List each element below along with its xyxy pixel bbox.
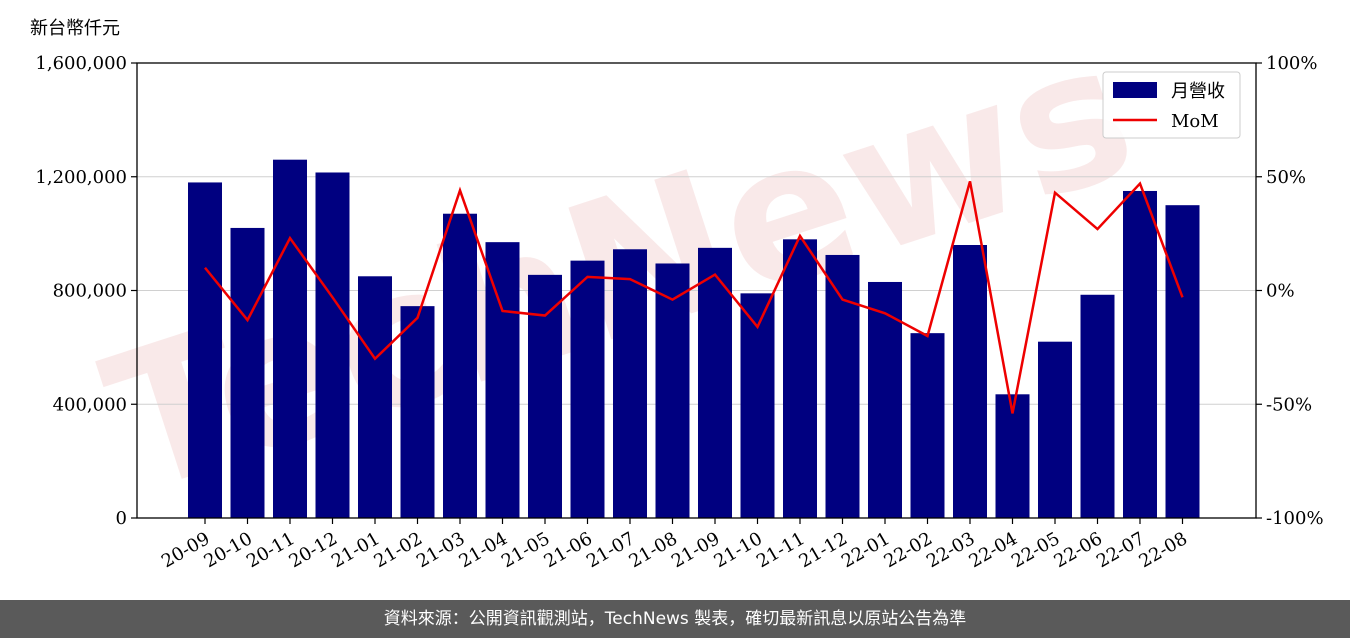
mom-line-series (204, 180, 1184, 414)
revenue-bar (443, 213, 477, 518)
legend-label-mom: MoM (1171, 111, 1219, 132)
revenue-bar (783, 239, 817, 518)
x-tick-label: 21-09 (668, 528, 723, 572)
left-tick-label: 1,200,000 (35, 167, 127, 188)
x-tick-label: 22-07 (1093, 528, 1148, 572)
x-tick-label: 22-02 (881, 528, 936, 572)
revenue-bar (740, 293, 775, 518)
x-tick-label: 20-12 (286, 528, 341, 572)
y-axis-unit-label: 新台幣仟元 (30, 18, 120, 39)
revenue-bar (1080, 294, 1115, 518)
x-tick-label: 21-11 (753, 528, 808, 572)
right-tick-label: -50% (1266, 394, 1312, 415)
revenue-bar (868, 281, 902, 518)
x-tick-label: 22-01 (838, 528, 893, 572)
x-tick-label: 21-12 (796, 528, 851, 572)
revenue-bar (825, 254, 860, 518)
revenue-chart: TechNews 0400,000800,0001,200,0001,600,0… (35, 0, 1324, 572)
x-tick-label: 21-05 (498, 528, 553, 572)
revenue-bar (528, 274, 562, 518)
x-tick-label: 22-04 (966, 528, 1021, 572)
revenue-bar (1165, 205, 1200, 518)
x-tick-label: 21-10 (711, 528, 766, 572)
right-tick-label: 50% (1266, 167, 1306, 188)
revenue-bar (400, 306, 435, 518)
x-tick-label: 22-05 (1008, 528, 1063, 572)
x-tick-label: 22-08 (1136, 528, 1191, 572)
revenue-bar (1123, 190, 1157, 518)
left-tick-label: 1,600,000 (35, 53, 127, 74)
revenue-bar (655, 263, 690, 518)
legend: 月營收 MoM (1102, 71, 1241, 139)
right-tick-label: -100% (1266, 508, 1324, 529)
right-tick-label: 0% (1266, 281, 1295, 302)
x-tick-label: 22-06 (1051, 528, 1106, 572)
revenue-bar (613, 249, 647, 518)
revenue-bar (273, 159, 307, 518)
revenue-bar (315, 172, 350, 518)
right-tick-label: 100% (1266, 53, 1317, 74)
x-tick-label: 22-03 (923, 528, 978, 572)
x-tick-label: 21-06 (541, 528, 596, 572)
revenue-bar (910, 333, 945, 518)
revenue-bar (230, 227, 265, 518)
revenue-bar (358, 276, 392, 518)
left-tick-label: 800,000 (53, 281, 127, 302)
legend-label-revenue: 月營收 (1171, 81, 1225, 102)
revenue-bar (570, 260, 605, 518)
source-footer: 資料來源：公開資訊觀測站，TechNews 製表，確切最新訊息以原站公告為準 (0, 600, 1350, 638)
revenue-bar (995, 394, 1030, 518)
left-tick-label: 400,000 (53, 394, 127, 415)
x-tick-label: 21-07 (583, 528, 638, 572)
revenue-bar (188, 182, 222, 518)
x-tick-label: 21-01 (328, 528, 383, 572)
x-tick-label: 21-02 (371, 528, 426, 572)
revenue-bar (485, 242, 520, 518)
revenue-bar (698, 247, 732, 518)
x-tick-label: 21-08 (626, 528, 681, 572)
left-tick-label: 0 (116, 508, 127, 529)
mom-line (204, 180, 1184, 414)
revenue-bar (1038, 341, 1072, 518)
x-tick-label: 21-03 (413, 528, 468, 572)
x-tick-label: 20-11 (243, 528, 298, 572)
bar-series (188, 159, 1200, 518)
x-tick-label: 20-09 (158, 528, 213, 572)
x-tick-label: 21-04 (456, 528, 511, 572)
legend-bar-swatch (1113, 82, 1157, 98)
x-tick-label: 20-10 (201, 528, 256, 572)
revenue-bar (953, 245, 987, 518)
